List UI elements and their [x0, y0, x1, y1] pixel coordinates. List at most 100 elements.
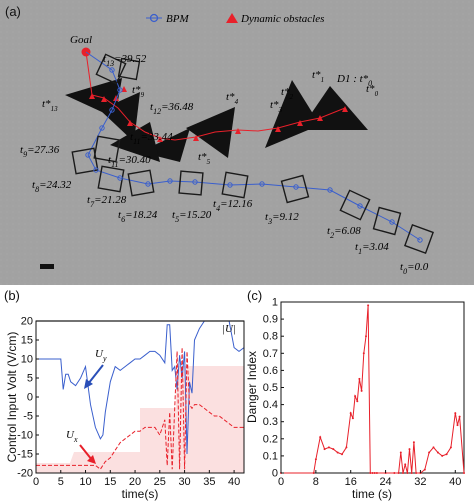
bpm-robot-t9: [93, 135, 121, 163]
uy-annotation: Uy: [95, 348, 107, 363]
data-point: [327, 446, 330, 449]
time-label-sub: 8: [35, 185, 39, 194]
data-point: [360, 389, 363, 392]
time-label-value: =0.0: [407, 261, 429, 273]
obstacle-moving-5: [110, 122, 160, 162]
x-tick-label: 25: [154, 476, 166, 488]
time-label-t: t: [103, 53, 107, 65]
legend-obstacle-marker: [226, 13, 238, 23]
y-tick-label: 0.5: [263, 382, 278, 394]
x-tick-label: 20: [129, 476, 141, 488]
bpm-marker: [167, 178, 173, 184]
panel-a: (a) BPM Dynamic obstacles Goal: [0, 0, 474, 285]
data-point: [373, 472, 376, 474]
bpm-robot-t2: [339, 189, 371, 221]
x-tick-label: 8: [313, 476, 319, 488]
time-label: t4=12.16: [213, 198, 253, 213]
obstacle-time-label: t*5: [198, 151, 211, 166]
data-point: [441, 454, 444, 457]
bpm-markers: [85, 67, 423, 243]
bpm-marker: [117, 87, 123, 93]
obstacle-time-label-sub: 5: [207, 158, 211, 166]
obstacle-trajectory: [85, 51, 346, 141]
bpm-marker: [109, 107, 115, 113]
obstacle-marker: [113, 95, 119, 101]
plot-b-xlabel: time(s): [122, 487, 159, 501]
time-label-sub: 5: [175, 215, 179, 224]
data-point: [399, 451, 402, 454]
d1-label-text: D1 : t*: [336, 73, 369, 85]
bpm-marker: [85, 152, 91, 158]
bpm-marker: [259, 181, 265, 187]
x-tick-label: 5: [58, 476, 64, 488]
ux-sub: x: [73, 435, 78, 444]
time-label-value: =33.44: [140, 131, 173, 143]
y-tick-label: 0.4: [263, 399, 278, 411]
time-label-value: =27.36: [27, 144, 60, 156]
time-label-sub: 11: [111, 160, 118, 169]
data-point: [432, 446, 435, 449]
obstacle-time-label-sub: 4: [235, 98, 239, 106]
x-tick-label: 16: [345, 476, 357, 488]
obstacle-time-label-t: t*: [366, 83, 375, 95]
data-point: [358, 377, 361, 380]
time-label-sub: 3: [267, 217, 272, 226]
obstacle-marker: [127, 120, 133, 126]
y-tick-label: 0.1: [263, 450, 278, 462]
obstacle-marker: [275, 126, 281, 132]
bpm-robot-t6: [127, 169, 155, 197]
obstacle-time-label: t*0: [366, 83, 379, 98]
time-label-sub: 9: [23, 150, 27, 159]
obstacle-time-label-t: t*: [132, 84, 141, 96]
data-point: [312, 472, 315, 474]
bpm-trajectory: [85, 51, 421, 241]
y-tick-label: 0.6: [263, 365, 278, 377]
plot-c-lines: [280, 304, 465, 474]
goal-label: Goal: [70, 34, 92, 46]
ux-letter: U: [66, 429, 75, 441]
data-point: [463, 472, 465, 474]
time-label-value: =39.52: [114, 53, 147, 65]
data-point: [356, 400, 359, 403]
time-label: t9=27.36: [20, 144, 60, 159]
scale-bar: [40, 264, 54, 269]
bpm-robot-t7: [97, 165, 125, 193]
bpm-robot-t3: [280, 174, 310, 204]
y-tick-label: 0: [272, 468, 278, 480]
obstacle-marker: [297, 120, 303, 126]
time-label-sub: 1: [358, 247, 362, 256]
obstacle-marker: [89, 93, 95, 99]
data-point: [454, 412, 457, 415]
data-point: [445, 453, 448, 456]
data-point: [410, 472, 413, 474]
bpm-marker: [293, 184, 299, 190]
data-point: [397, 472, 400, 474]
data-point: [323, 448, 326, 451]
data-point: [406, 472, 409, 474]
time-label: t6=18.24: [118, 209, 158, 224]
y-tick-label: 1: [272, 297, 278, 309]
time-label-value: =12.16: [220, 198, 253, 210]
time-label-sub: 13: [106, 59, 114, 68]
y-tick-label: -5: [23, 411, 33, 423]
bpm-robots: [71, 53, 434, 254]
data-point: [362, 352, 365, 355]
time-label-t: t: [32, 179, 36, 191]
d1-label-sub: 0: [368, 79, 372, 88]
plot-c-frame: [280, 301, 465, 474]
time-label-sub: 11: [133, 137, 140, 146]
ux-arrowhead: [87, 455, 96, 464]
data-point: [402, 472, 404, 474]
obstacle-time-label-sub: 13: [51, 105, 59, 113]
legend-obstacle-label: Dynamic obstacles: [240, 13, 324, 25]
obstacle-time-label-t: t*: [312, 69, 321, 81]
time-label: t13=39.52: [103, 53, 147, 68]
time-label-sub: 4: [216, 204, 220, 213]
legend-bpm-label: BPM: [166, 13, 189, 25]
data-point: [436, 451, 439, 454]
time-label: t1=3.04: [355, 241, 389, 256]
y-tick-label: 0.9: [263, 314, 278, 326]
bpm-marker: [109, 67, 115, 73]
data-point: [449, 446, 452, 449]
